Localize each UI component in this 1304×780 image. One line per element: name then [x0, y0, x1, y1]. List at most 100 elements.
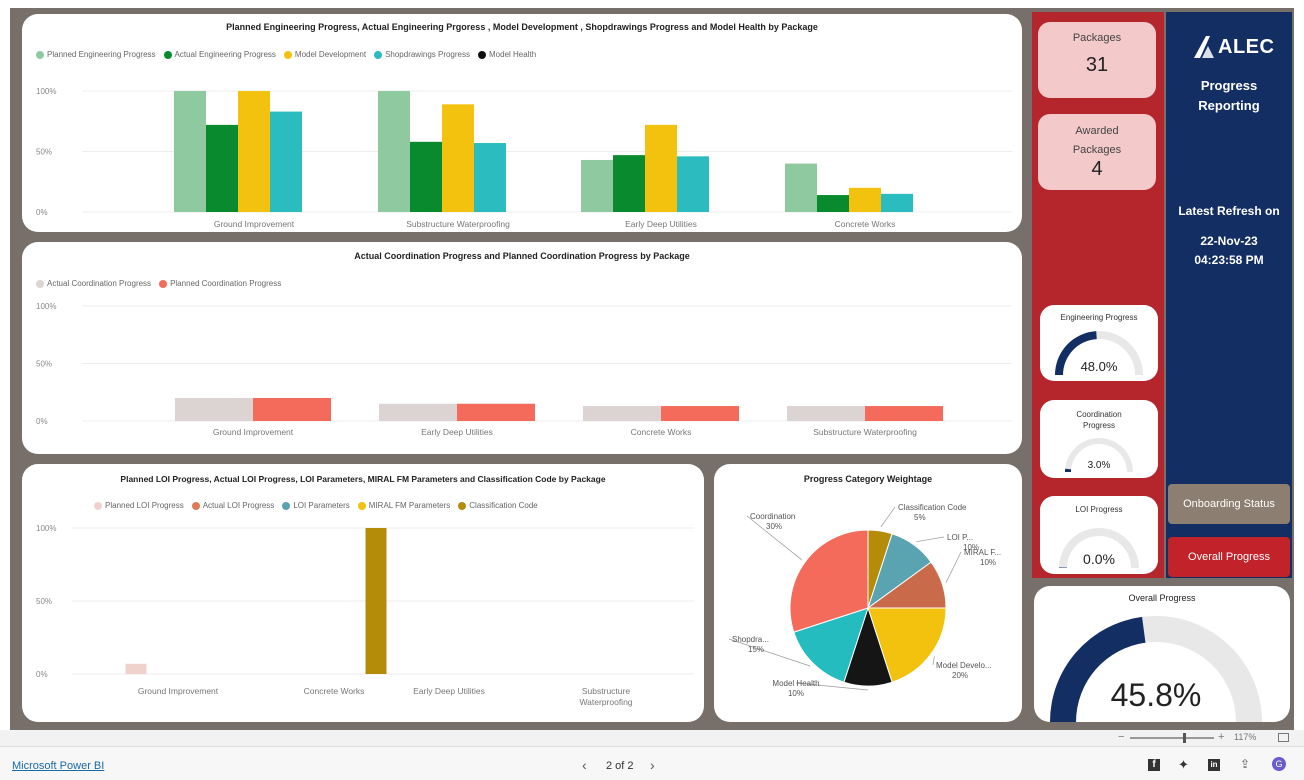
y-tick-label: 50%	[36, 360, 52, 369]
legend-label: Model Health	[489, 50, 537, 59]
share-icon[interactable]: ⇪	[1240, 757, 1251, 771]
refresh-date: 22-Nov-23	[1200, 234, 1258, 248]
bar-planned-engineering-progress-early-deep-utilities[interactable]	[581, 159, 613, 212]
bar-shopdrawings-progress-ground-improvement[interactable]	[270, 111, 302, 212]
gauge-fill	[1059, 567, 1068, 568]
bar-planned-engineering-progress-concrete-works[interactable]	[785, 163, 817, 212]
pie-label: LOI P...	[947, 533, 973, 542]
legend-label: Planned LOI Progress	[105, 501, 184, 510]
gauge-track	[1065, 438, 1133, 472]
overall-progress-button[interactable]: Overall Progress	[1168, 537, 1290, 577]
fit-page-icon[interactable]	[1278, 733, 1289, 742]
legend-label: Actual Coordination Progress	[47, 279, 152, 288]
zoom-plus-icon[interactable]: +	[1218, 731, 1225, 743]
bar-planned-coordination-progress-substructure-waterproofing[interactable]	[865, 406, 943, 421]
pie-slice-model-develo[interactable]	[867, 607, 947, 683]
bar-planned-coordination-progress-concrete-works[interactable]	[661, 406, 739, 421]
pie-label: Classification Code	[898, 503, 967, 512]
page-indicator: 2 of 2	[606, 760, 634, 772]
loi-bar-chart[interactable]: 0% 50% 100% Ground Improvement Concrete Work…	[22, 464, 704, 722]
x-tick-label: Substructure	[582, 686, 630, 696]
bar-classification-code-concrete-works[interactable]	[365, 528, 387, 674]
coordination-progress-card[interactable]: Actual Coordination Progress and Planned…	[22, 242, 1022, 454]
zoom-minus-icon[interactable]: −	[1118, 731, 1125, 743]
bar-planned-engineering-progress-substructure-waterproofing[interactable]	[378, 91, 410, 212]
next-page-icon[interactable]: ›	[650, 757, 655, 773]
packages-label: Packages	[1072, 32, 1122, 44]
legend-item-planned-loi-progress[interactable]: Planned LOI Progress	[94, 501, 184, 510]
legend-item-actual-loi-progress[interactable]: Actual LOI Progress	[191, 501, 274, 510]
engineering-progress-card[interactable]: Planned Engineering Progress, Actual Eng…	[22, 14, 1022, 232]
x-tick-label: Concrete Works	[835, 219, 896, 229]
legend-item-classification-code[interactable]: Classification Code	[458, 501, 538, 510]
bar-model-development-early-deep-utilities[interactable]	[645, 124, 677, 212]
legend-swatch	[36, 50, 44, 59]
power-bi-link[interactable]: Microsoft Power BI	[12, 760, 105, 772]
coordination-bar-chart[interactable]: 0% 50% 100% Ground Improvement Early Deep Ut…	[22, 242, 1022, 454]
bar-planned-loi-progress-ground-improvement[interactable]	[125, 663, 147, 674]
bar-planned-engineering-progress-ground-improvement[interactable]	[174, 91, 206, 212]
pie-percent: 15%	[748, 645, 764, 654]
bar-model-development-concrete-works[interactable]	[849, 187, 881, 212]
legend-item-loi-parameters[interactable]: LOI Parameters	[282, 501, 350, 510]
y-tick-label: 0%	[36, 208, 48, 217]
legend-item-planned-coordination-progress[interactable]: Planned Coordination Progress	[159, 279, 281, 288]
bar-actual-engineering-progress-substructure-waterproofing[interactable]	[410, 141, 442, 212]
bar-shopdrawings-progress-concrete-works[interactable]	[881, 193, 913, 212]
bar-shopdrawings-progress-early-deep-utilities[interactable]	[677, 156, 709, 212]
bar-shopdrawings-progress-substructure-waterproofing[interactable]	[474, 143, 506, 212]
awarded-packages-value: 4	[1091, 158, 1103, 180]
zoom-level: 117%	[1234, 732, 1257, 742]
pie-slice-coordination[interactable]	[789, 529, 869, 633]
pie-percent: 20%	[952, 671, 968, 680]
pie-percent: 10%	[963, 543, 979, 552]
x-tick-label: Ground Improvement	[213, 427, 294, 437]
legend-item-planned-engineering-progress[interactable]: Planned Engineering Progress	[36, 50, 156, 59]
linkedin-icon[interactable]: in	[1208, 759, 1220, 771]
loi-progress-gauge-card: LOI Progress 0.0%	[1040, 496, 1158, 574]
bar-planned-coordination-progress-ground-improvement[interactable]	[253, 398, 331, 421]
bar-actual-coordination-progress-early-deep-utilities[interactable]	[379, 403, 457, 421]
pie-chart-title: Progress Category Weightage	[803, 474, 933, 484]
weightage-pie-card[interactable]: Progress Category Weightage Classificati…	[714, 464, 1022, 722]
legend-item-actual-coordination-progress[interactable]: Actual Coordination Progress	[36, 279, 151, 288]
onboarding-status-button[interactable]: Onboarding Status	[1168, 484, 1290, 524]
legend-item-actual-engineering-progress[interactable]: Actual Engineering Progress	[163, 50, 276, 59]
x-tick-label: Early Deep Utilities	[421, 427, 493, 437]
bar-actual-engineering-progress-ground-improvement[interactable]	[206, 124, 238, 212]
bar-actual-coordination-progress-substructure-waterproofing[interactable]	[787, 406, 865, 421]
y-tick-label: 100%	[36, 87, 56, 96]
coordination-chart-title: Actual Coordination Progress and Planned…	[354, 251, 690, 261]
twitter-icon[interactable]: ✦	[1178, 757, 1189, 772]
pie-label: Model Health	[772, 679, 819, 688]
zoom-slider-handle[interactable]	[1183, 733, 1186, 743]
legend-item-model-development[interactable]: Model Development	[283, 50, 366, 59]
prev-page-icon[interactable]: ‹	[582, 757, 587, 773]
gauge-value: 48.0%	[1081, 359, 1118, 374]
bar-actual-coordination-progress-concrete-works[interactable]	[583, 406, 661, 421]
loi-progress-card[interactable]: Planned LOI Progress, Actual LOI Progres…	[22, 464, 704, 722]
bar-model-development-substructure-waterproofing[interactable]	[442, 104, 474, 212]
refresh-time: 04:23:58 PM	[1194, 253, 1264, 267]
legend-item-miral-fm-parameters[interactable]: MIRAL FM Parameters	[357, 501, 451, 510]
x-tick-label: Ground Improvement	[138, 686, 219, 696]
engineering-progress-gauge-card: Engineering Progress 48.0%	[1040, 305, 1158, 381]
legend-swatch	[36, 279, 44, 288]
bar-actual-coordination-progress-ground-improvement[interactable]	[175, 398, 253, 421]
legend-item-model-health[interactable]: Model Health	[478, 50, 536, 59]
bar-actual-engineering-progress-concrete-works[interactable]	[817, 195, 849, 212]
feedback-icon[interactable]: G	[1272, 757, 1286, 771]
gauge-value: 3.0%	[1088, 460, 1111, 471]
bar-model-development-ground-improvement[interactable]	[238, 91, 270, 212]
refresh-label: Latest Refresh on	[1178, 204, 1280, 218]
facebook-icon[interactable]: f	[1148, 759, 1160, 771]
legend-item-shopdrawings-progress[interactable]: Shopdrawings Progress	[374, 50, 470, 59]
bar-actual-engineering-progress-early-deep-utilities[interactable]	[613, 155, 645, 212]
legend-label: MIRAL FM Parameters	[368, 501, 451, 510]
zoom-slider[interactable]	[1130, 737, 1214, 739]
loi-chart-title: Planned LOI Progress, Actual LOI Progres…	[120, 474, 606, 484]
engineering-bar-chart[interactable]: 0% 50% 100% Ground Improvement Substructure …	[22, 14, 1022, 232]
bar-planned-coordination-progress-early-deep-utilities[interactable]	[457, 403, 535, 421]
overall-progress-card: Overall Progress 45.8%	[1034, 586, 1290, 722]
